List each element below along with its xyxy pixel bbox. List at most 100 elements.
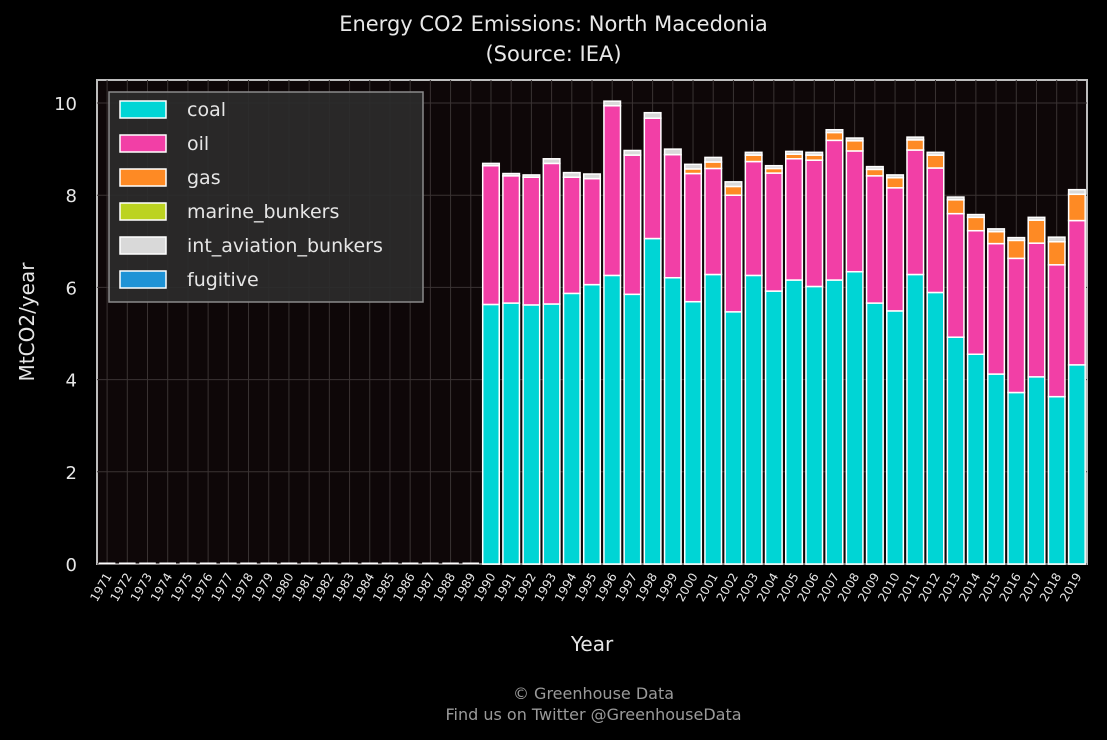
bar-empty-1979 [260,562,278,564]
bar-coal-2014 [966,353,985,565]
legend-label-coal: coal [187,99,226,121]
bar-coal-1996 [603,274,622,565]
bar-coal-2010 [886,310,905,565]
bar-gas-2001 [704,161,723,170]
bar-oil-2005 [785,158,804,281]
legend-swatch-gas [119,168,167,187]
y-tick-label: 4 [66,371,77,392]
y-tick-label: 8 [66,186,77,207]
bar-coal-1999 [663,276,682,565]
bar-oil-2008 [845,150,864,273]
bar-gas-2003 [744,154,763,163]
bar-int_aviation_bunkers-2003 [744,151,763,156]
bar-int_aviation_bunkers-2016 [1007,236,1026,242]
bar-int_aviation_bunkers-1992 [522,174,541,178]
bar-gas-2015 [987,230,1006,245]
bar-oil-1992 [522,176,541,306]
bar-oil-1999 [663,153,682,279]
bar-coal-2018 [1047,395,1066,565]
bar-oil-2018 [1047,264,1066,398]
bar-empty-1989 [462,562,480,564]
bar-int_aviation_bunkers-2010 [886,174,905,179]
bar-oil-2014 [966,229,985,355]
bar-coal-2003 [744,274,763,565]
bar-coal-1991 [502,302,521,565]
bar-coal-1998 [643,237,662,565]
bar-coal-2012 [926,291,945,565]
chart-title: Energy CO2 Emissions: North Macedonia [339,12,768,36]
legend-swatch-int_aviation_bunkers [119,236,167,255]
legend-label-oil: oil [187,133,209,155]
bar-oil-2009 [865,175,884,304]
bar-coal-2002 [724,311,743,565]
bar-int_aviation_bunkers-2005 [785,150,804,155]
bar-empty-1977 [220,562,237,564]
legend-swatch-coal [119,100,167,119]
bar-oil-1994 [562,176,581,295]
bar-empty-1988 [442,562,459,564]
bar-oil-2007 [825,139,844,281]
bar-coal-2000 [683,300,703,565]
bar-int_aviation_bunkers-1998 [643,111,662,119]
bar-empty-1985 [381,562,399,564]
bar-gas-2019 [1067,193,1086,222]
bar-coal-2013 [946,336,965,565]
y-tick-label: 6 [66,278,77,299]
legend-swatch-oil [119,134,167,153]
credit-line-2: Find us on Twitter @GreenhouseData [445,705,742,724]
bar-empty-1978 [240,562,257,564]
bar-coal-1994 [562,292,581,565]
bar-coal-1990 [481,303,501,565]
bar-coal-2011 [906,273,925,565]
bar-gas-2016 [1007,239,1026,260]
chart-subtitle: (Source: IEA) [485,42,622,66]
bar-gas-2013 [946,199,965,215]
legend-label-marine_bunkers: marine_bunkers [187,201,339,223]
credit-line-1: © Greenhouse Data [512,684,675,703]
legend-swatch-marine_bunkers [119,202,167,221]
bar-oil-2010 [886,187,905,312]
bar-coal-2006 [805,285,824,565]
bar-int_aviation_bunkers-1994 [562,171,581,178]
bar-oil-2012 [926,167,945,294]
bar-empty-1982 [321,562,338,564]
y-tick-label: 10 [54,94,77,115]
bar-coal-1993 [542,303,561,565]
bar-oil-1997 [623,154,642,296]
bar-empty-1974 [159,562,176,564]
bar-empty-1976 [199,562,217,564]
bar-int_aviation_bunkers-1990 [481,162,501,167]
bar-coal-1997 [623,293,642,565]
bar-gas-2017 [1027,219,1046,244]
bar-gas-2002 [724,185,743,196]
bar-gas-2014 [966,216,985,232]
bar-coal-2001 [704,273,723,565]
y-axis-label: MtCO2/year [15,262,39,382]
bar-empty-1986 [401,562,419,564]
bar-int_aviation_bunkers-1995 [582,173,602,180]
bar-oil-2002 [724,194,743,313]
bar-coal-2015 [987,373,1006,565]
legend-label-fugitive: fugitive [187,269,259,291]
bar-empty-1981 [300,562,318,564]
y-tick-label: 0 [66,555,77,576]
bar-coal-2007 [825,279,844,565]
bar-coal-2017 [1027,376,1046,565]
y-tick-label: 2 [66,463,77,484]
bar-int_aviation_bunkers-2013 [946,196,965,201]
bar-gas-2010 [886,176,905,189]
bar-coal-2008 [845,270,864,565]
bar-int_aviation_bunkers-2014 [966,213,985,219]
bar-gas-2012 [926,154,945,169]
bar-coal-1995 [582,283,602,565]
bar-gas-2007 [825,131,844,142]
bar-empty-1984 [361,562,379,564]
bar-int_aviation_bunkers-2019 [1067,188,1086,196]
bar-oil-2017 [1027,242,1046,378]
bar-coal-2004 [764,290,783,565]
bar-oil-2004 [764,172,783,292]
bar-oil-1996 [603,105,622,277]
legend: coal oil gas marine_bunkers int_aviation_bun… [108,91,424,303]
bar-gas-2009 [865,168,884,177]
bar-oil-1991 [502,175,521,304]
